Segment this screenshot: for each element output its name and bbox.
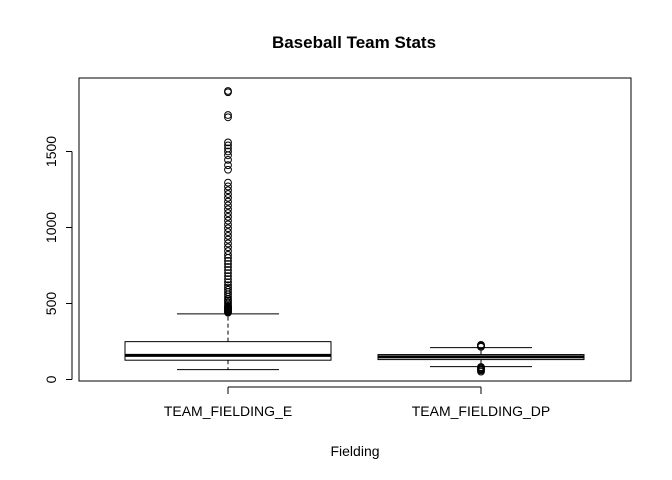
outlier-point — [224, 220, 232, 229]
x-axis-label: Fielding — [330, 443, 379, 459]
outlier-point — [224, 285, 232, 294]
y-tick-label: 1500 — [43, 136, 59, 167]
outlier-point — [477, 340, 485, 349]
box-team-fielding-e — [124, 87, 332, 371]
y-tick-label: 1000 — [43, 212, 59, 243]
plot-frame — [78, 77, 632, 382]
y-axis: 0 500 1000 1500 — [43, 136, 73, 383]
outlier-point — [224, 113, 232, 122]
outlier-point — [224, 250, 232, 259]
outlier-point — [224, 201, 232, 210]
outlier-point — [224, 155, 232, 164]
box-team-fielding-dp — [377, 340, 585, 376]
outlier-point — [477, 363, 485, 371]
box-iqr — [124, 341, 332, 361]
outlier-point — [224, 178, 232, 187]
outlier-point — [224, 235, 232, 244]
outlier-point — [224, 275, 232, 284]
outlier-point — [224, 283, 232, 292]
outlier-point — [224, 278, 232, 287]
outlier-point — [224, 147, 232, 156]
x-axis: TEAM_FIELDING_E TEAM_FIELDING_DP — [164, 386, 550, 419]
outlier-point — [224, 247, 232, 255]
boxes-layer — [124, 87, 585, 376]
outlier-point — [224, 182, 232, 191]
outlier-point — [224, 228, 232, 236]
outlier-point — [224, 193, 232, 202]
outlier-point — [224, 186, 232, 195]
outlier-point — [224, 272, 232, 281]
outlier-point — [224, 165, 232, 174]
outlier-point — [224, 257, 232, 265]
outlier-point — [224, 266, 232, 274]
outlier-point — [224, 212, 232, 221]
outlier-point — [224, 197, 232, 206]
x-tick-label: TEAM_FIELDING_DP — [412, 403, 550, 419]
outlier-point — [224, 87, 232, 95]
outlier-point — [224, 141, 232, 150]
outlier-point — [224, 243, 232, 252]
outlier-point — [224, 239, 232, 248]
outlier-point — [224, 138, 232, 147]
chart-title: Baseball Team Stats — [272, 33, 436, 52]
outlier-point — [224, 224, 232, 233]
outlier-point — [224, 269, 232, 278]
outlier-point — [224, 111, 232, 119]
outlier-point — [224, 260, 232, 268]
y-tick-label: 0 — [43, 375, 59, 383]
outlier-point — [224, 263, 232, 271]
outlier-point — [224, 144, 232, 153]
outlier-point — [224, 161, 232, 170]
outlier-point — [224, 281, 232, 290]
outlier-point — [224, 231, 232, 240]
y-tick-label: 500 — [43, 292, 59, 316]
outlier-point — [224, 209, 232, 217]
outlier-point — [224, 216, 232, 225]
outlier-point — [224, 190, 232, 198]
outlier-point — [224, 205, 232, 214]
x-tick-label: TEAM_FIELDING_E — [164, 403, 292, 419]
